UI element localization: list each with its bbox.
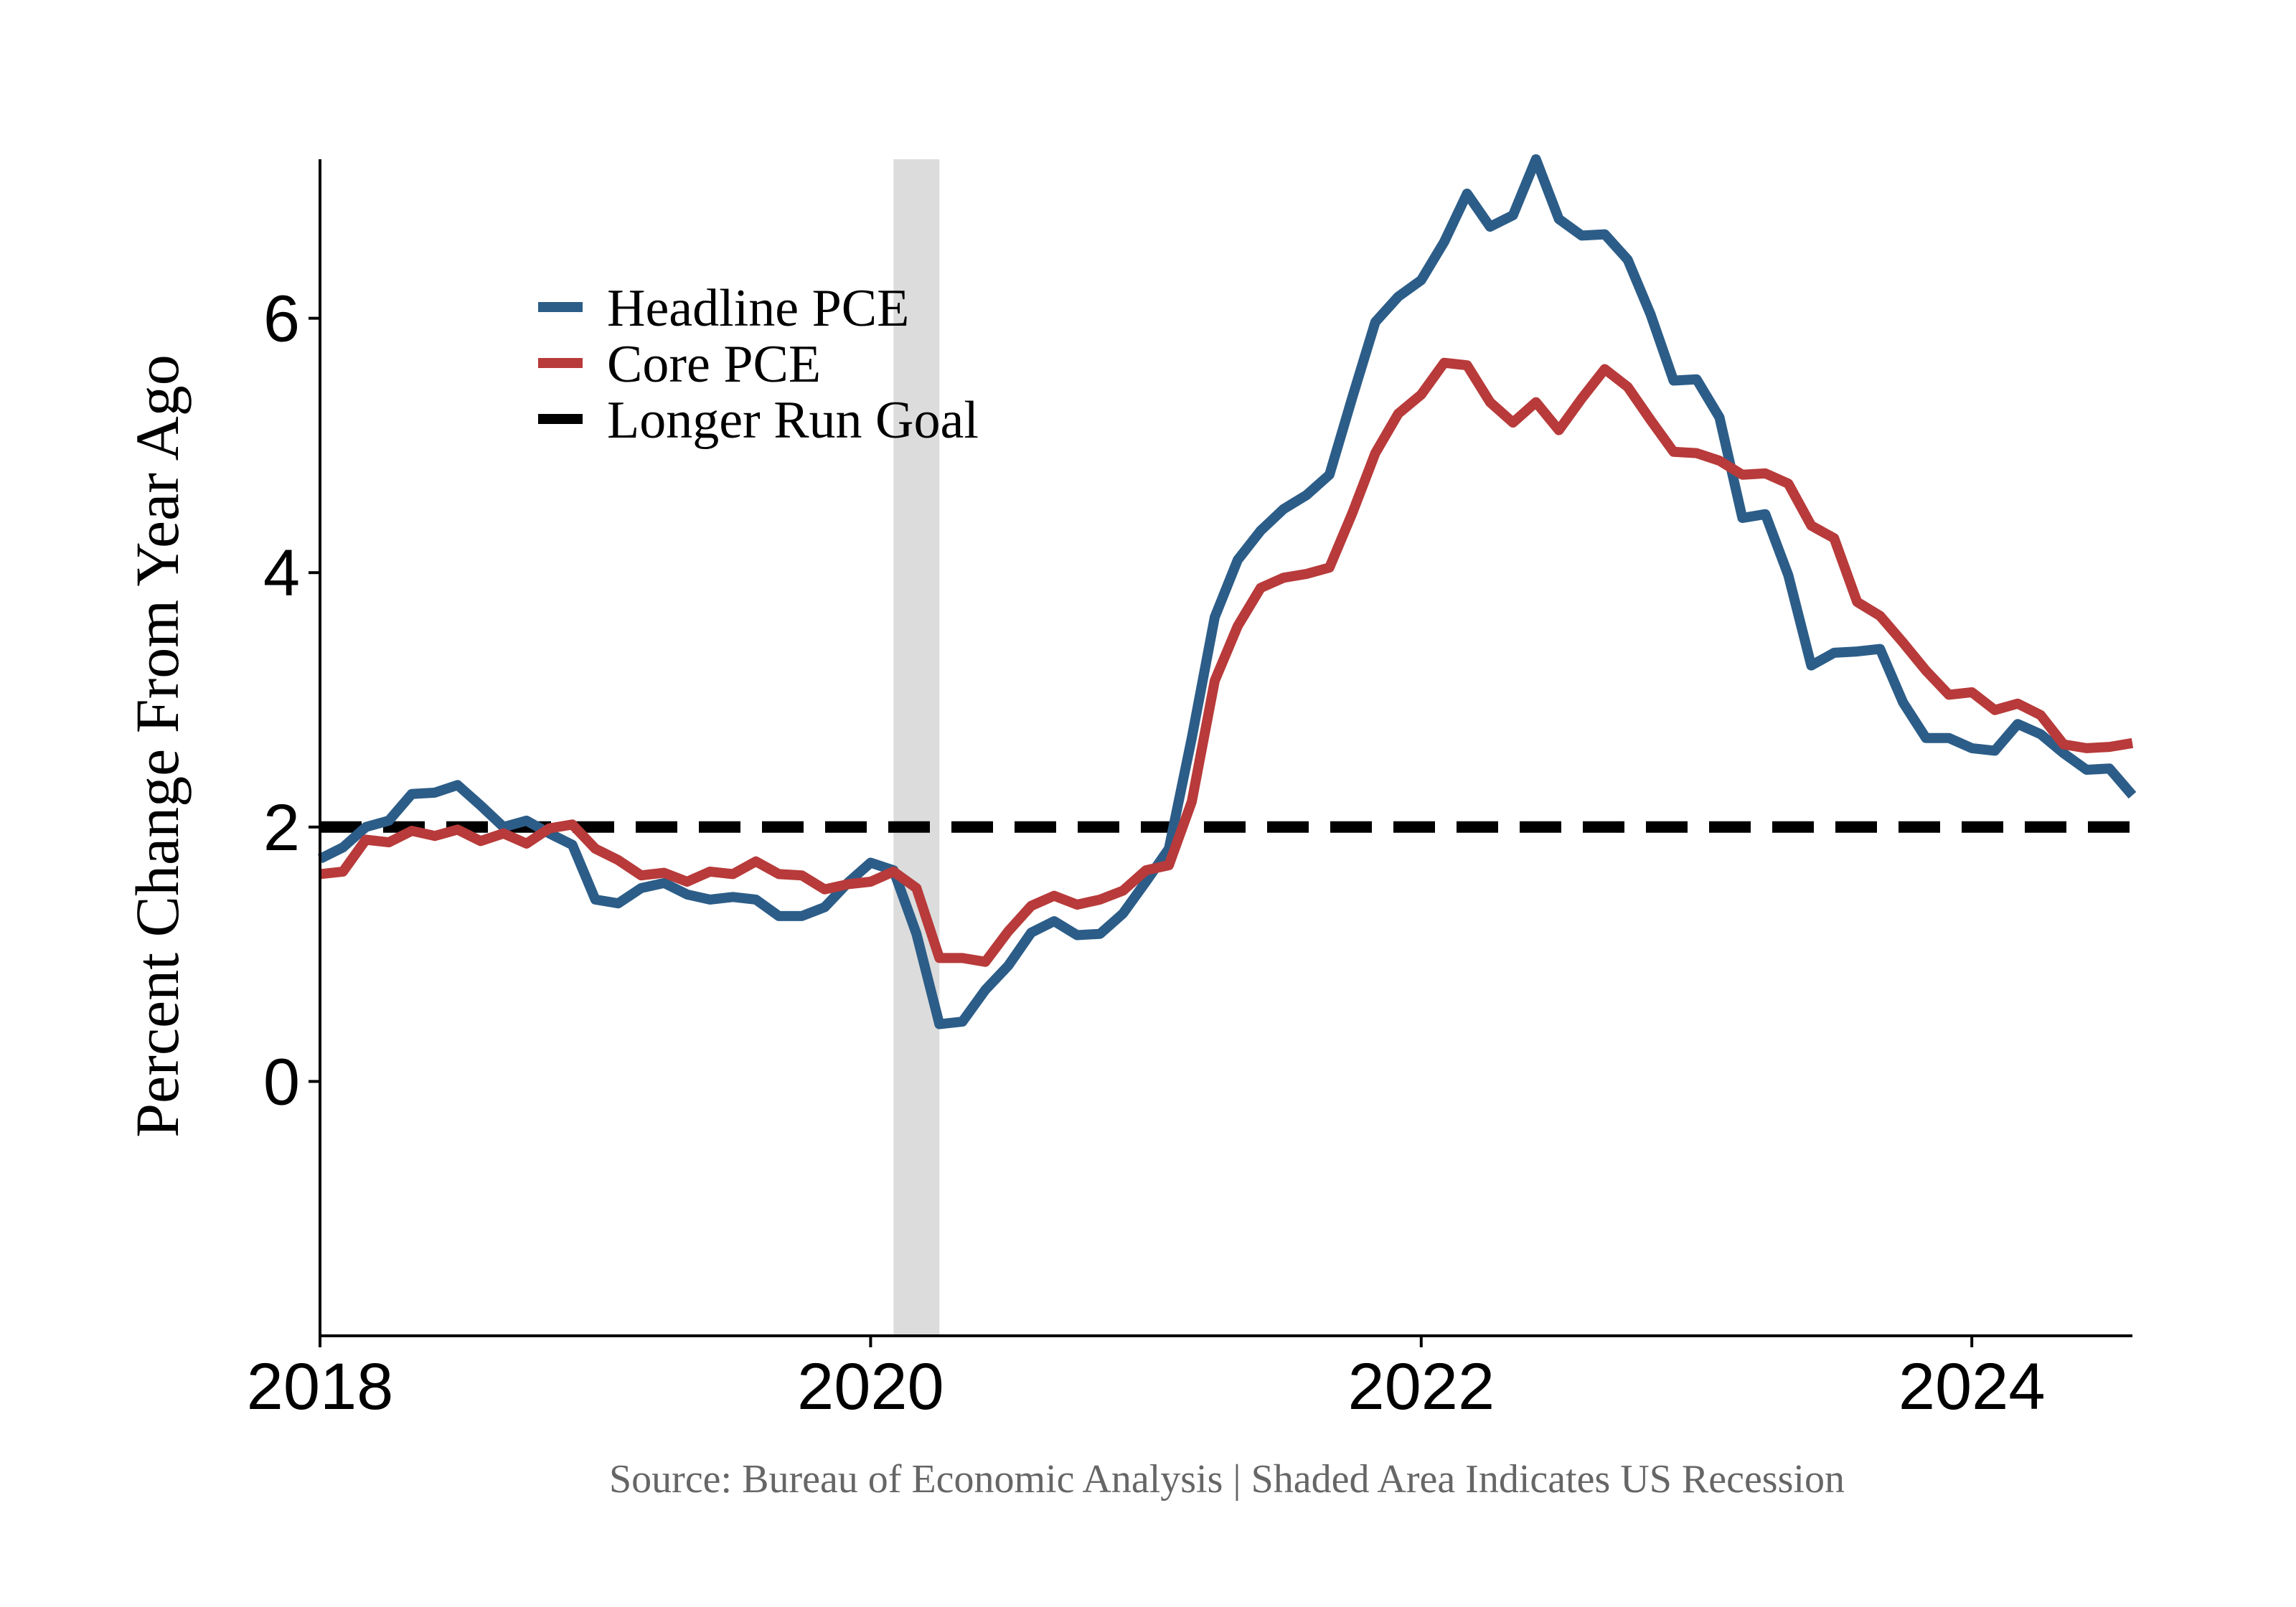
- y-tick-label: 2: [263, 791, 300, 864]
- x-tick-label: 2024: [1899, 1350, 2046, 1423]
- y-tick-label: 0: [263, 1045, 300, 1118]
- y-tick-label: 6: [263, 283, 300, 356]
- source-caption: Source: Bureau of Economic Analysis | Sh…: [609, 1457, 1845, 1502]
- legend-core-pce-label: Core PCE: [607, 335, 821, 394]
- x-tick-label: 2018: [247, 1350, 394, 1423]
- legend-longer-run-goal-label: Longer Run Goal: [607, 391, 979, 450]
- headline-pce-series-line: [317, 154, 2137, 1029]
- y-axis-title: Percent Change From Year Ago: [123, 354, 192, 1138]
- recession-shading-layer: [893, 159, 940, 1336]
- recession-band: [893, 159, 940, 1336]
- x-tick-label: 2022: [1347, 1350, 1495, 1423]
- legend-headline-pce-label: Headline PCE: [607, 279, 909, 338]
- core-pce-series-line: [319, 357, 2134, 967]
- series-layer: [317, 154, 2137, 1029]
- x-tick-label: 2020: [797, 1350, 944, 1423]
- y-tick-label: 4: [263, 537, 300, 610]
- axes: 0 2 4 6 2018 2020 2022 2024: [247, 159, 2132, 1423]
